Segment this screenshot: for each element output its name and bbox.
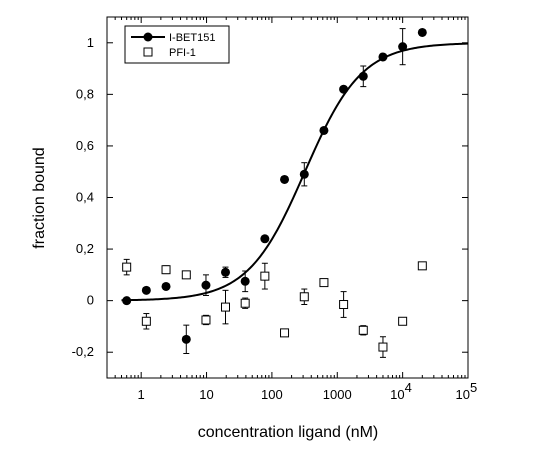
- x-tick-label: 100: [261, 387, 283, 402]
- y-tick-label: 0,4: [76, 190, 94, 205]
- point-pfi-1: [201, 315, 211, 325]
- point-i-bet151: [141, 285, 151, 295]
- point-i-bet151: [240, 276, 250, 286]
- point-i-bet151: [299, 169, 309, 179]
- x-tick-label: 10: [199, 387, 213, 402]
- y-tick-label: 0: [87, 293, 94, 308]
- point-i-bet151: [339, 84, 349, 94]
- y-axis-title: fraction bound: [31, 147, 48, 248]
- point-pfi-1: [417, 261, 427, 271]
- point-i-bet151: [378, 52, 388, 62]
- point-pfi-1: [240, 298, 250, 308]
- legend-marker-pfi-1: [143, 47, 153, 57]
- point-pfi-1: [339, 300, 349, 310]
- legend-box: [124, 25, 230, 64]
- point-pfi-1: [358, 325, 368, 335]
- legend: I-BET151 PFI-1: [124, 25, 230, 64]
- point-i-bet151: [201, 280, 211, 290]
- point-pfi-1: [141, 316, 151, 326]
- point-i-bet151: [260, 234, 270, 244]
- x-tick-label: 1: [138, 387, 145, 402]
- point-pfi-1: [260, 271, 270, 281]
- point-pfi-1: [161, 265, 171, 275]
- y-tick-label: -0,2: [72, 344, 94, 359]
- legend-marker-i-bet151: [143, 32, 153, 42]
- x-axis-title: concentration ligand (nM): [198, 424, 379, 441]
- point-pfi-1: [181, 270, 191, 280]
- y-tick-label: 0,6: [76, 138, 94, 153]
- point-i-bet151: [319, 125, 329, 135]
- x-tick-exponent: 4: [405, 380, 412, 395]
- legend-label-i-bet151: I-BET151: [169, 32, 215, 44]
- fit-curve-layer: [121, 42, 469, 302]
- data-points-layer: [122, 27, 427, 352]
- point-i-bet151: [358, 71, 368, 81]
- fit-curve-i-bet151: [121, 42, 469, 302]
- point-i-bet151: [181, 334, 191, 344]
- plot-frame: [106, 16, 469, 379]
- y-tick-label: 0,8: [76, 86, 94, 101]
- point-pfi-1: [378, 342, 388, 352]
- point-pfi-1: [122, 262, 132, 272]
- point-i-bet151: [122, 296, 132, 306]
- point-i-bet151: [398, 42, 408, 52]
- point-pfi-1: [319, 278, 329, 288]
- error-bars-layer: [123, 28, 426, 358]
- point-pfi-1: [398, 316, 408, 326]
- x-tick-label: 10: [390, 387, 404, 402]
- point-pfi-1: [299, 292, 309, 302]
- point-pfi-1: [280, 328, 290, 338]
- point-i-bet151: [417, 27, 427, 37]
- point-i-bet151: [221, 267, 231, 277]
- x-tick-label: 10: [456, 387, 470, 402]
- axis-ticks: 1 10 100 1000 10 4 10 5-0,200,20,40,60,81: [72, 17, 477, 402]
- point-pfi-1: [221, 302, 231, 312]
- y-tick-label: 0,2: [76, 241, 94, 256]
- point-i-bet151: [280, 174, 290, 184]
- y-tick-label: 1: [87, 35, 94, 50]
- point-i-bet151: [161, 281, 171, 291]
- x-tick-label: 1000: [323, 387, 352, 402]
- x-tick-exponent: 5: [470, 380, 477, 395]
- legend-label-pfi-1: PFI-1: [169, 47, 196, 59]
